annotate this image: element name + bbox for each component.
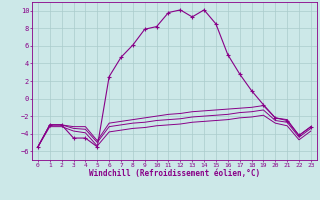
X-axis label: Windchill (Refroidissement éolien,°C): Windchill (Refroidissement éolien,°C) <box>89 169 260 178</box>
